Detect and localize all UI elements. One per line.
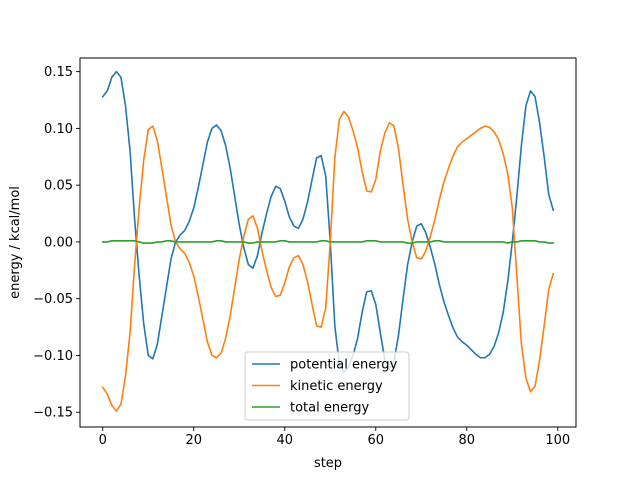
plot-lines bbox=[101, 70, 555, 412]
legend-box bbox=[244, 351, 410, 421]
y-axis-ticks: −0.15 −0.10 −0.05 0.00 0.05 0.10 0.15 bbox=[33, 65, 80, 421]
legend: potential energy kinetic energy total ener… bbox=[244, 351, 410, 421]
legend-label: total energy bbox=[290, 401, 369, 416]
x-tick-label: 60 bbox=[368, 433, 385, 448]
y-tick-label: 0.15 bbox=[44, 65, 73, 80]
y-axis-label: energy / kcal/mol bbox=[8, 186, 23, 299]
series-line-kinetic-energy bbox=[101, 110, 555, 412]
x-axis-label: step bbox=[314, 456, 342, 471]
x-tick-label: 20 bbox=[185, 433, 202, 448]
y-tick-label: 0.00 bbox=[44, 235, 73, 250]
x-tick-label: 100 bbox=[545, 433, 570, 448]
legend-label: potential energy bbox=[290, 358, 398, 373]
y-tick-label: −0.10 bbox=[33, 349, 73, 364]
series-line-potential-energy bbox=[101, 70, 555, 374]
x-axis-ticks: 0 20 40 60 80 100 bbox=[99, 427, 570, 448]
y-tick-label: −0.05 bbox=[33, 292, 73, 307]
y-tick-label: −0.15 bbox=[33, 406, 73, 421]
legend-label: kinetic energy bbox=[290, 379, 383, 394]
series-line-total-energy bbox=[101, 240, 555, 244]
x-tick-label: 80 bbox=[459, 433, 476, 448]
y-tick-label: 0.10 bbox=[44, 122, 73, 137]
y-tick-label: 0.05 bbox=[44, 179, 73, 194]
plot-frame bbox=[79, 57, 577, 428]
x-tick-label: 0 bbox=[99, 433, 107, 448]
x-tick-label: 40 bbox=[276, 433, 293, 448]
